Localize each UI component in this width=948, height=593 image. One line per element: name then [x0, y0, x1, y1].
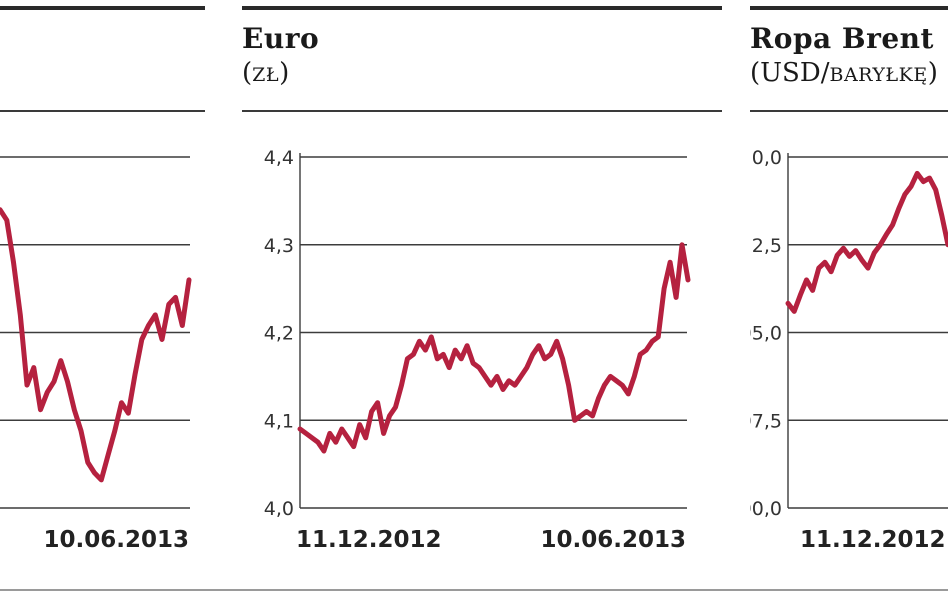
panel-header-rule [750, 110, 948, 112]
panel-top-rule [0, 6, 205, 10]
chart-panel-brent: Ropa Brent (USD/BARYŁKĘ) 120,0 112,5 105,0… [750, 0, 948, 593]
y-tick-label: 90,0 [750, 498, 782, 520]
y-tick-label: 105,0 [750, 323, 782, 345]
chart-panel-euro: Euro (ZŁ) 4,4 4,3 4,2 4,1 4,0 11.12.2012 10.06… [242, 0, 722, 593]
series-line [785, 170, 948, 314]
x-tick-label: 11.12.2012 [800, 527, 946, 553]
panel-header-rule [0, 110, 205, 112]
y-tick-label: 120,0 [750, 147, 782, 169]
y-tick-label: 4,4 [264, 147, 294, 169]
y-tick-label: 4,1 [264, 410, 294, 432]
chart-title-euro: Euro [242, 22, 320, 55]
y-tick-label: 4,0 [264, 498, 294, 520]
page-bottom-rule [0, 589, 948, 591]
x-tick-label: 10.06.2013 [540, 527, 686, 553]
series-line [0, 207, 192, 483]
chart-unit-euro: (ZŁ) [242, 58, 290, 88]
y-tick-label: 97,5 [750, 410, 782, 432]
panel-top-rule [242, 6, 722, 10]
x-tick-label: 11.12.2012 [296, 527, 442, 553]
y-tick-label: 4,3 [264, 235, 294, 257]
x-tick-label: 10.06.2013 [43, 527, 189, 553]
chart-brent: 120,0 112,5 105,0 97,5 90,0 11.12.2012 [750, 147, 948, 553]
chart-unit-brent: (USD/BARYŁKĘ) [750, 58, 938, 88]
panel-top-rule [750, 6, 948, 10]
chart-title-brent: Ropa Brent [750, 22, 934, 55]
chart-euro: 4,4 4,3 4,2 4,1 4,011.12.2012 10.06.2013 [264, 147, 691, 553]
series-line [297, 242, 691, 454]
y-tick-label: 4,2 [264, 323, 294, 345]
panel-header-rule [242, 110, 722, 112]
y-tick-label: 112,5 [750, 235, 782, 257]
chart-left: 10.06.2013 [0, 156, 192, 553]
chart-panel-left: 10.06.2013 [0, 0, 210, 593]
